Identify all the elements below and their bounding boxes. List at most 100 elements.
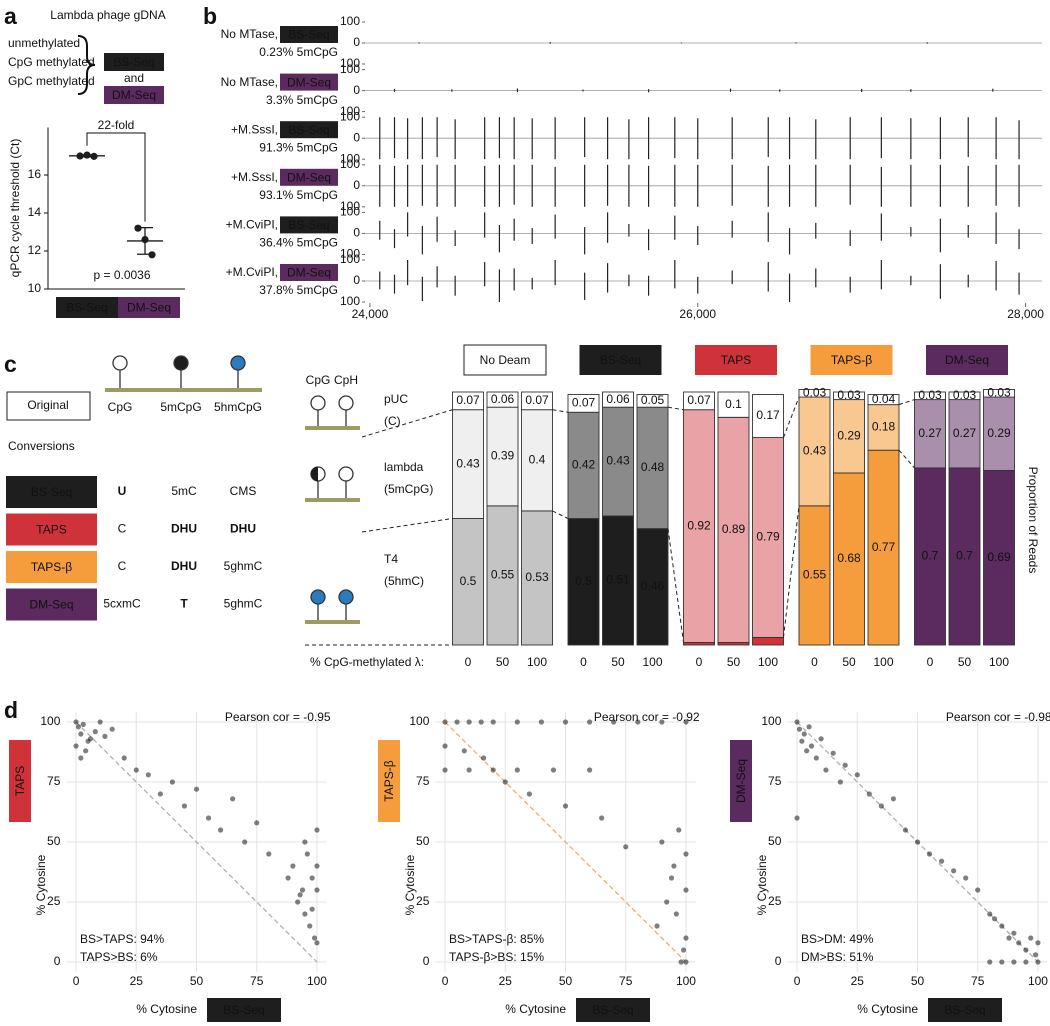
chart-title: Pearson cor = -0.98 [946,710,1050,724]
value-label: 0.92 [687,518,711,532]
site-label: 5mCpG [160,400,201,414]
value-label: 0.43 [803,444,827,458]
track-label: +M.CviPI, [226,218,278,232]
bar-segment [521,409,553,512]
point [794,719,800,725]
point [926,851,933,857]
chart-title: Pearson cor = -0.95 [225,710,331,724]
conversion-cell: C [118,559,127,573]
diagonal [75,721,318,963]
point [314,940,320,946]
point [914,839,921,845]
y-tick-label: 100 [340,199,360,213]
point [102,733,108,740]
method-label: DM-Seq [945,353,989,367]
chart-title: Pearson cor = -0.92 [594,710,700,724]
point [550,767,557,773]
value-label: 0.1 [725,397,742,411]
y-method-group: TAPS [9,740,31,822]
method-label: BS-Seq [600,353,641,367]
y-tick-label: 100 [340,14,360,28]
y-tick-label: 100 [761,714,781,728]
y-tick-label: 100 [340,104,360,118]
value-label: 0.17 [756,408,780,422]
point [230,796,236,802]
method-box [576,998,650,1022]
y-tick-label: 0 [353,226,360,240]
method-label: BS-Seq [31,485,72,499]
point [671,863,677,869]
site-circle [338,589,354,605]
y-tick-label: 75 [47,774,61,788]
bar-segment [486,505,519,646]
legend-label: T4 [384,552,398,566]
method-box [926,345,1008,375]
bar-segment [948,391,981,401]
x-tick-label: 75 [250,974,264,988]
conversion-cell: DHU [171,559,197,573]
point [254,820,260,826]
method-label: DM-Seq [287,75,331,89]
method-label: BS-Seq [113,55,154,69]
track-note: 36.4% 5mCpG [259,236,338,250]
point [673,911,679,917]
point [678,959,684,965]
point [314,887,320,893]
brace [77,35,96,95]
x-axis-title: % Cytosine [505,1002,566,1016]
value-label: 0.07 [525,393,549,407]
point [866,791,872,797]
value-label: 0.04 [872,392,896,406]
x-tick-label: 100 [527,655,547,669]
bar-segment [752,437,784,638]
annotation: TAPS>BS: 6% [80,950,158,964]
y-method-group: TAPS-β [378,740,400,822]
connector [783,396,800,438]
x-tick-label: 0 [580,655,587,669]
point [664,899,670,905]
bar-segment [602,515,634,646]
point [442,743,448,749]
bar-segment [867,404,900,451]
site-circle [338,395,354,411]
point [890,796,897,802]
conversion-cell: DHU [171,522,197,536]
y-tick-label: 100 [340,56,360,70]
legend-label: pUC [384,392,408,406]
method-label: BS-Seq [288,218,329,232]
x-tick-label: 25 [851,974,865,988]
value-label: 0.07 [456,393,480,407]
x-tick-label: 50 [190,974,204,988]
y-tick-label: 100 [409,714,429,728]
value-label: 0.43 [456,456,480,470]
legend-detail: (5hmC) [384,574,424,588]
x-axis-title: % Cytosine [136,1002,197,1016]
value-label: 0.06 [606,392,630,406]
point [623,844,629,850]
y-tick-label: 10 [28,281,42,295]
point [242,839,248,845]
point [804,748,810,754]
point [635,719,641,725]
point [295,899,301,905]
method-box [280,264,338,281]
y-tick-label: 100 [340,252,360,266]
point [562,719,569,725]
connector [898,399,915,406]
half-fill [311,467,318,481]
value-label: 0.03 [987,385,1011,399]
x-axis-title: % Cytosine [857,1002,918,1016]
point [266,851,272,857]
x-tick-label: 100 [758,655,778,669]
x-tick-label: 100 [307,974,327,988]
annotation: BS>TAPS: 94% [80,932,164,946]
point [830,750,836,756]
point [490,719,496,725]
bar-segment [914,399,946,469]
point [659,839,665,845]
method-box [56,297,118,318]
y-tick-label: 25 [47,894,61,908]
method-box [463,344,547,376]
y-tick-label: 0 [423,954,430,968]
annotation: BS>DM: 49% [801,932,874,946]
